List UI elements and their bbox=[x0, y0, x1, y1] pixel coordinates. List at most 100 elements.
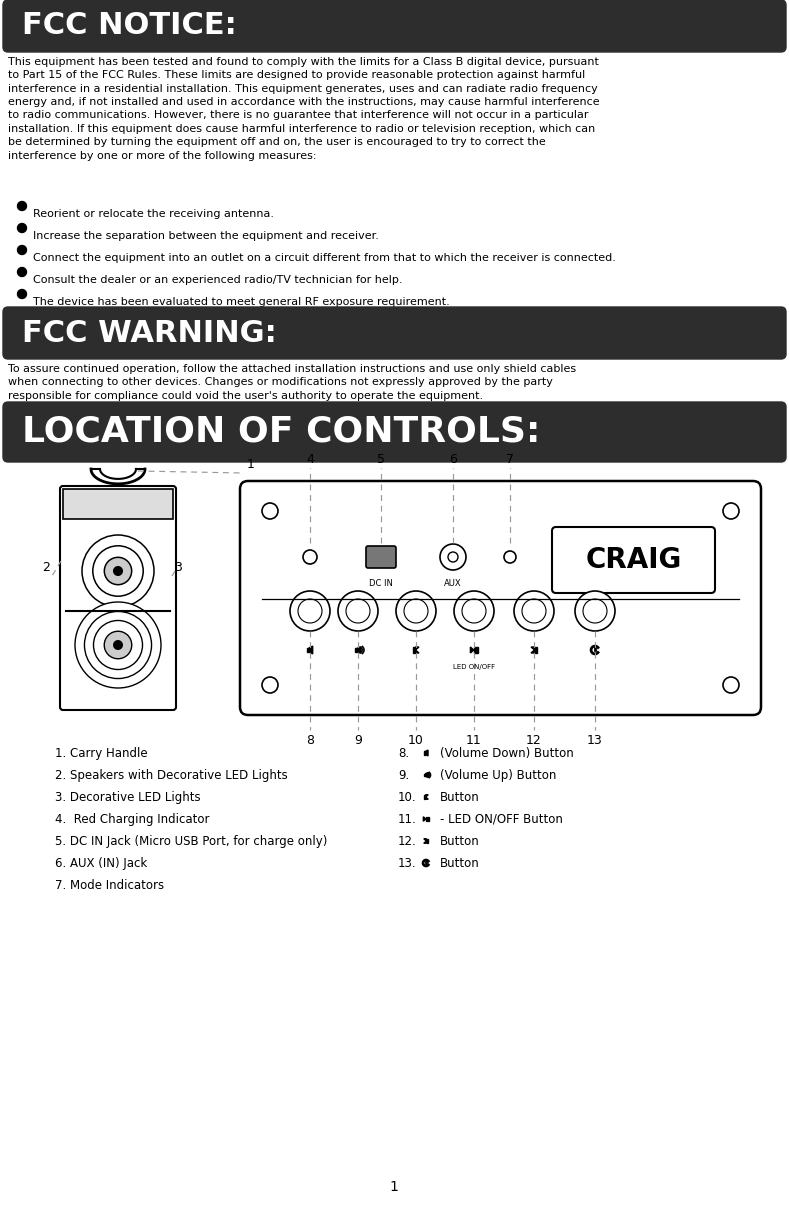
Text: DC IN: DC IN bbox=[369, 579, 393, 588]
Circle shape bbox=[17, 267, 27, 277]
Text: 5: 5 bbox=[377, 453, 385, 465]
Text: 8: 8 bbox=[306, 734, 314, 747]
Text: 4: 4 bbox=[306, 453, 314, 465]
Text: LED ON/OFF: LED ON/OFF bbox=[453, 664, 495, 670]
Circle shape bbox=[17, 289, 27, 299]
Polygon shape bbox=[531, 647, 535, 650]
Text: 1: 1 bbox=[247, 458, 255, 472]
Text: - LED ON/OFF Button: - LED ON/OFF Button bbox=[440, 812, 563, 826]
Text: 11: 11 bbox=[466, 734, 482, 747]
Circle shape bbox=[346, 598, 370, 623]
Text: FCC NOTICE:: FCC NOTICE: bbox=[22, 12, 237, 40]
Circle shape bbox=[84, 612, 151, 678]
Polygon shape bbox=[415, 647, 419, 650]
Polygon shape bbox=[424, 774, 425, 776]
Text: 9: 9 bbox=[354, 734, 362, 747]
FancyBboxPatch shape bbox=[366, 546, 396, 568]
Circle shape bbox=[522, 598, 546, 623]
Text: 8.: 8. bbox=[398, 747, 409, 760]
Circle shape bbox=[262, 677, 278, 693]
Text: 12: 12 bbox=[526, 734, 542, 747]
Text: 10: 10 bbox=[408, 734, 424, 747]
Text: To assure continued operation, follow the attached installation instructions and: To assure continued operation, follow th… bbox=[8, 364, 576, 400]
Text: 7: 7 bbox=[506, 453, 514, 465]
Polygon shape bbox=[470, 647, 473, 653]
Text: (Volume Down) Button: (Volume Down) Button bbox=[440, 747, 574, 760]
Polygon shape bbox=[531, 650, 535, 653]
Circle shape bbox=[114, 641, 122, 649]
FancyBboxPatch shape bbox=[3, 307, 786, 359]
Polygon shape bbox=[428, 817, 429, 821]
Text: CRAIG: CRAIG bbox=[585, 546, 682, 574]
Circle shape bbox=[114, 567, 122, 575]
Polygon shape bbox=[355, 648, 357, 652]
Text: This equipment has been tested and found to comply with the limits for a Class B: This equipment has been tested and found… bbox=[8, 57, 600, 161]
Circle shape bbox=[575, 591, 615, 631]
Polygon shape bbox=[415, 650, 419, 653]
Circle shape bbox=[290, 591, 330, 631]
Polygon shape bbox=[424, 841, 426, 843]
Circle shape bbox=[93, 545, 143, 596]
Text: 11.: 11. bbox=[398, 812, 417, 826]
Text: The device has been evaluated to meet general RF exposure requirement.: The device has been evaluated to meet ge… bbox=[33, 297, 450, 307]
Circle shape bbox=[17, 202, 27, 210]
Polygon shape bbox=[357, 647, 361, 653]
Circle shape bbox=[17, 224, 27, 232]
Polygon shape bbox=[424, 839, 426, 841]
Circle shape bbox=[17, 312, 27, 320]
Text: Button: Button bbox=[440, 857, 480, 870]
Circle shape bbox=[17, 245, 27, 255]
Text: 7. Mode Indicators: 7. Mode Indicators bbox=[55, 879, 164, 892]
Text: 6. AUX (IN) Jack: 6. AUX (IN) Jack bbox=[55, 857, 148, 870]
Polygon shape bbox=[424, 817, 426, 821]
Polygon shape bbox=[425, 750, 428, 756]
Polygon shape bbox=[307, 648, 309, 652]
Polygon shape bbox=[535, 647, 537, 653]
Polygon shape bbox=[424, 752, 425, 754]
Circle shape bbox=[396, 591, 436, 631]
Polygon shape bbox=[425, 794, 428, 797]
Text: LOCATION OF CONTROLS:: LOCATION OF CONTROLS: bbox=[22, 415, 540, 449]
Circle shape bbox=[262, 503, 278, 519]
Circle shape bbox=[440, 544, 466, 569]
Text: Reorient or relocate the receiving antenna.: Reorient or relocate the receiving anten… bbox=[33, 209, 274, 219]
Polygon shape bbox=[413, 647, 415, 653]
Polygon shape bbox=[427, 839, 428, 843]
FancyBboxPatch shape bbox=[3, 403, 786, 462]
Text: Consult the dealer or an experienced radio/TV technician for help.: Consult the dealer or an experienced rad… bbox=[33, 274, 402, 285]
Text: The device can be used in portable exposure condition without restriction.: The device can be used in portable expos… bbox=[33, 319, 448, 329]
Text: 4.  Red Charging Indicator: 4. Red Charging Indicator bbox=[55, 812, 210, 826]
Polygon shape bbox=[474, 647, 476, 653]
Circle shape bbox=[723, 677, 739, 693]
Circle shape bbox=[93, 620, 143, 670]
Text: AUX: AUX bbox=[444, 579, 462, 588]
Text: 6: 6 bbox=[449, 453, 457, 465]
Circle shape bbox=[723, 503, 739, 519]
Text: Increase the separation between the equipment and receiver.: Increase the separation between the equi… bbox=[33, 231, 379, 241]
Circle shape bbox=[338, 591, 378, 631]
Polygon shape bbox=[425, 773, 428, 777]
Text: Button: Button bbox=[440, 835, 480, 848]
Text: 2: 2 bbox=[42, 561, 50, 574]
FancyBboxPatch shape bbox=[552, 527, 715, 592]
Circle shape bbox=[104, 631, 132, 659]
Polygon shape bbox=[309, 646, 312, 654]
Text: 9.: 9. bbox=[398, 769, 409, 782]
Text: 13.: 13. bbox=[398, 857, 417, 870]
FancyBboxPatch shape bbox=[240, 481, 761, 715]
Circle shape bbox=[298, 598, 322, 623]
Text: 3: 3 bbox=[174, 561, 182, 574]
Circle shape bbox=[462, 598, 486, 623]
Circle shape bbox=[82, 536, 154, 607]
Bar bbox=[63, 488, 173, 519]
Text: 2. Speakers with Decorative LED Lights: 2. Speakers with Decorative LED Lights bbox=[55, 769, 288, 782]
Circle shape bbox=[448, 553, 458, 562]
Text: (Volume Up) Button: (Volume Up) Button bbox=[440, 769, 556, 782]
Polygon shape bbox=[425, 797, 428, 799]
Circle shape bbox=[303, 550, 317, 565]
Text: Connect the equipment into an outlet on a circuit different from that to which t: Connect the equipment into an outlet on … bbox=[33, 253, 616, 264]
Text: 13: 13 bbox=[587, 734, 603, 747]
Text: 10.: 10. bbox=[398, 791, 417, 804]
Text: FCC WARNING:: FCC WARNING: bbox=[22, 318, 277, 347]
Polygon shape bbox=[426, 817, 428, 821]
